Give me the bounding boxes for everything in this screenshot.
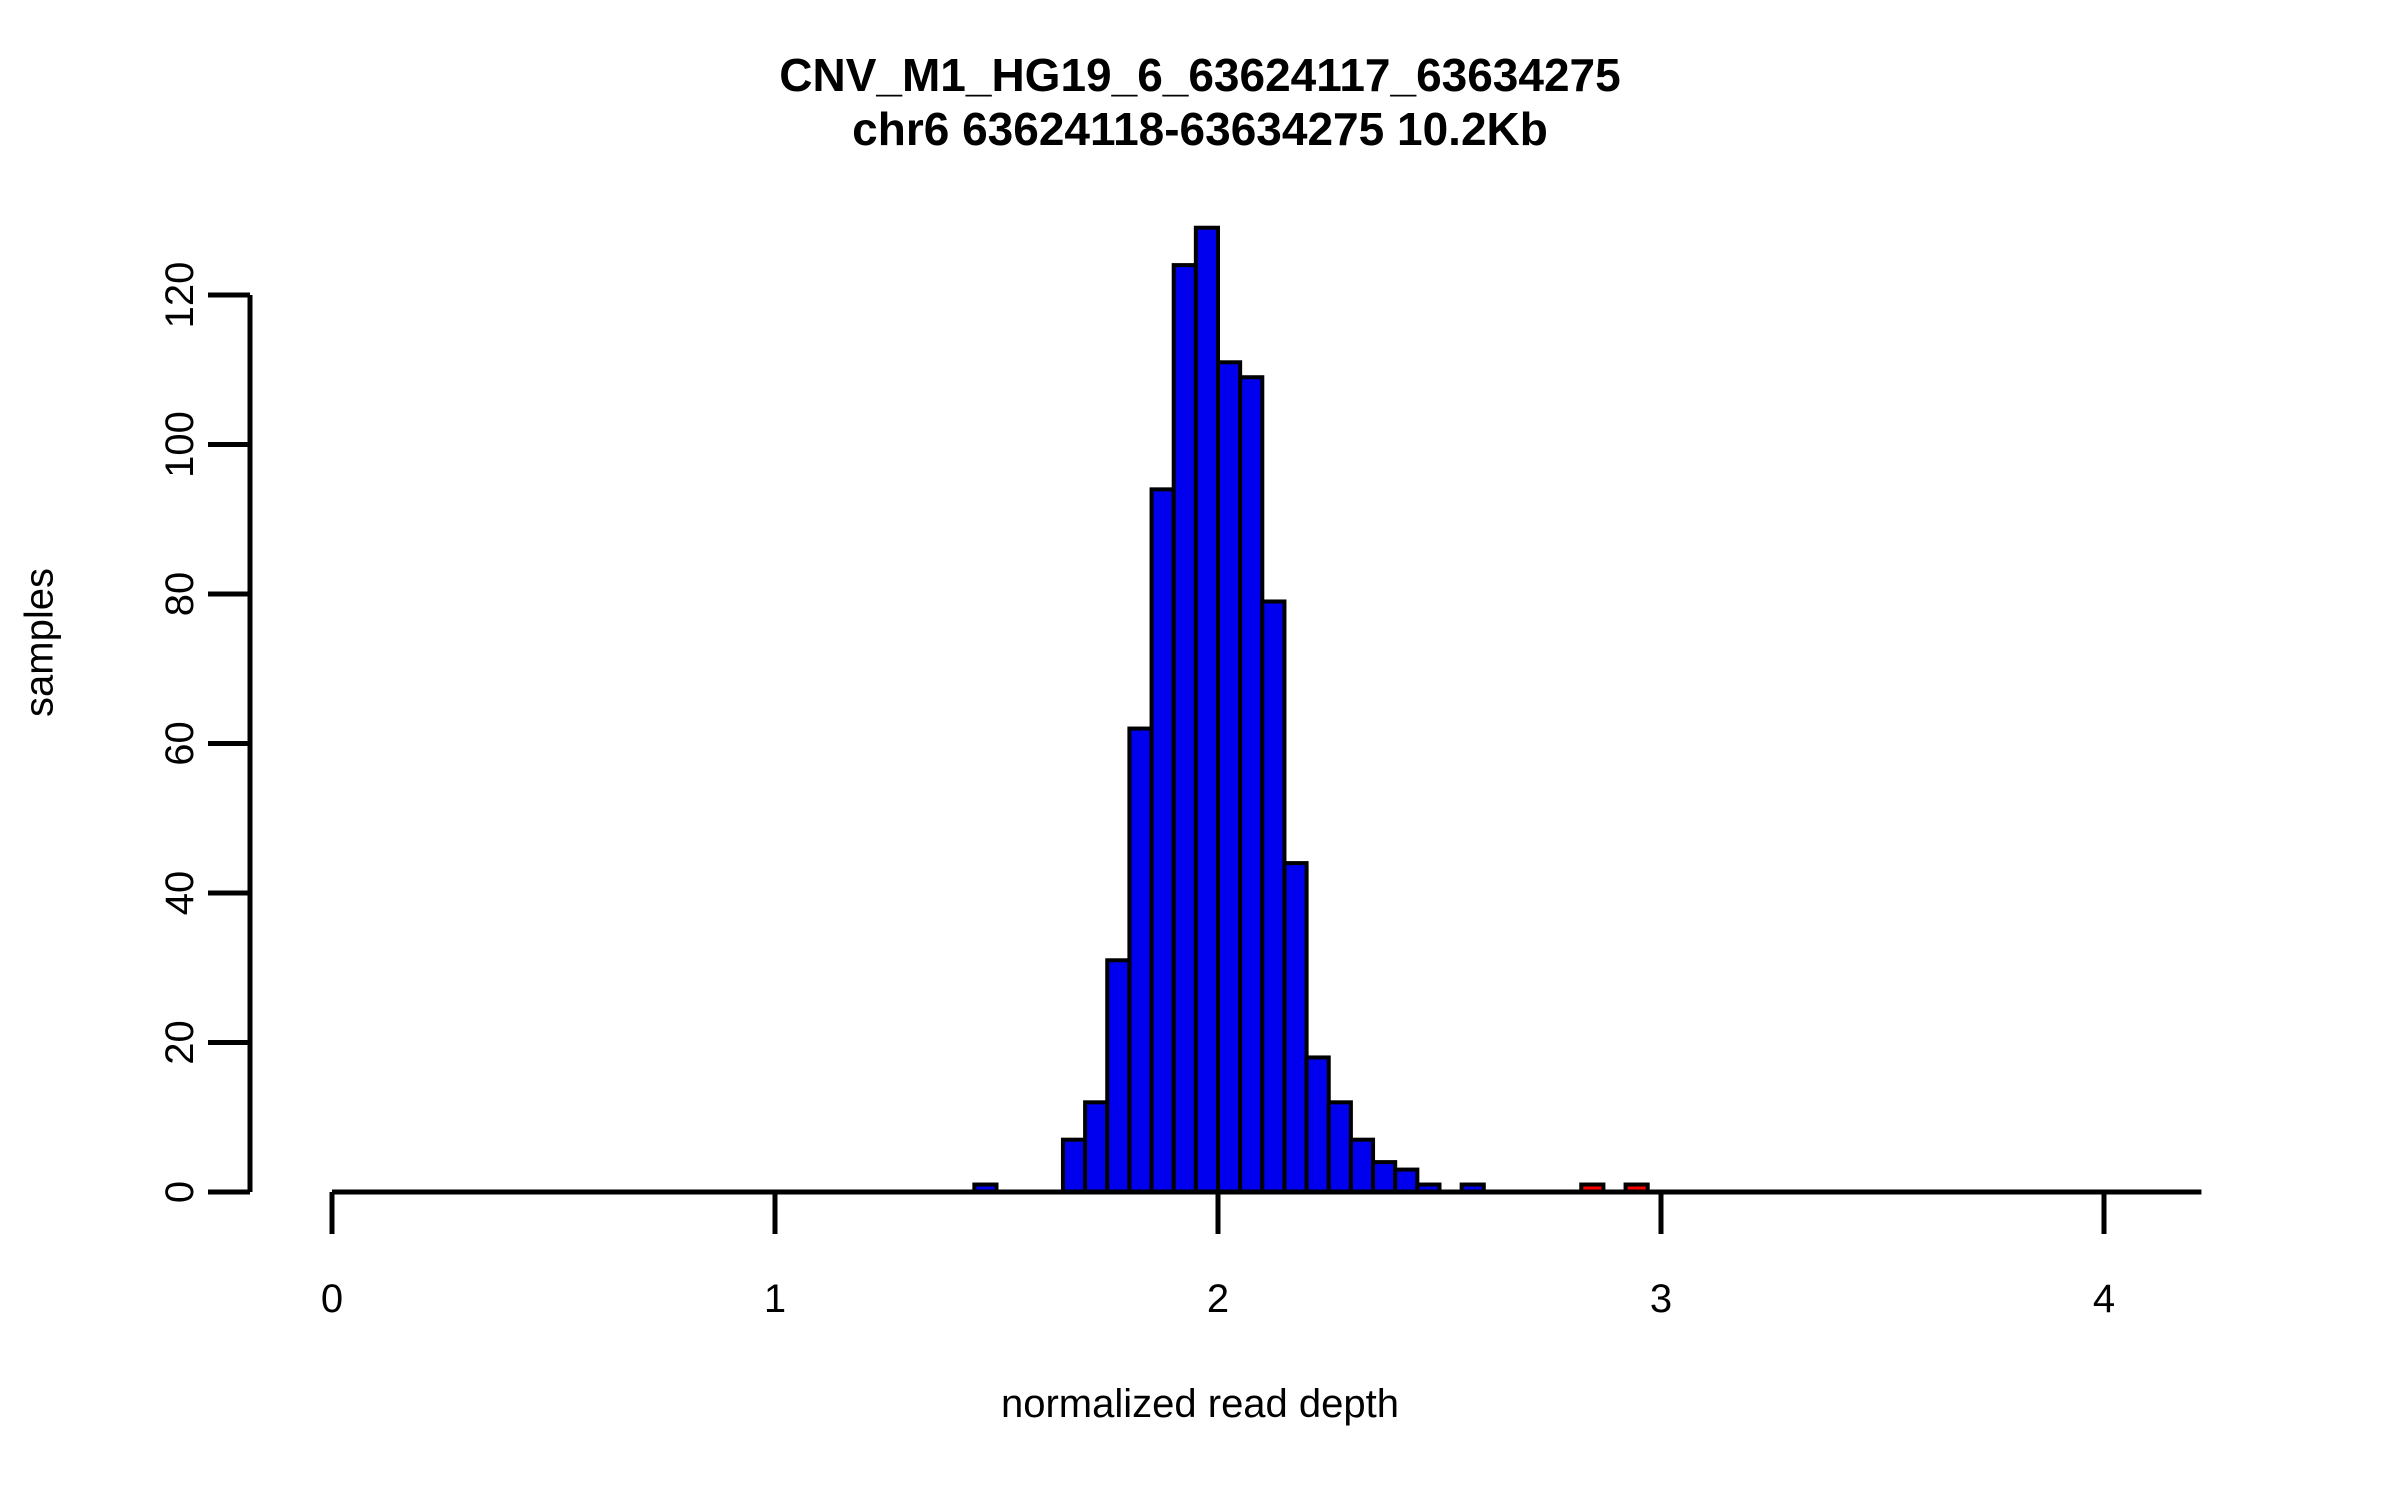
title-line-1: CNV_M1_HG19_6_63624117_63634275 bbox=[779, 49, 1621, 101]
histogram-bar bbox=[1060, 1137, 1088, 1195]
histogram-bar bbox=[1083, 1100, 1110, 1195]
histogram-bar bbox=[1371, 1160, 1398, 1194]
title-line-2: chr6 63624118-63634275 10.2Kb bbox=[852, 103, 1548, 156]
bars-layer bbox=[972, 225, 1650, 1195]
histogram-bar bbox=[1348, 1137, 1376, 1195]
histogram-bar bbox=[1326, 1100, 1353, 1195]
histogram-bar bbox=[1216, 360, 1243, 1194]
y-axis-tick-label: 20 bbox=[158, 1020, 202, 1065]
histogram-bar bbox=[1238, 375, 1265, 1195]
histogram-bar bbox=[1304, 1055, 1331, 1194]
histogram-bar bbox=[1193, 225, 1220, 1195]
y-axis-tick-label: 60 bbox=[158, 721, 202, 766]
histogram-bar bbox=[1260, 599, 1287, 1194]
y-axis-tick-label: 40 bbox=[158, 871, 202, 916]
histogram-bar bbox=[1105, 958, 1132, 1195]
y-axis-tick-label: 120 bbox=[158, 262, 202, 329]
x-axis-tick-label: 2 bbox=[1207, 1277, 1229, 1321]
y-axis-tick-label: 100 bbox=[158, 411, 202, 478]
histogram-bar bbox=[1149, 487, 1176, 1195]
histogram-bar bbox=[1393, 1167, 1420, 1194]
x-axis-tick-label: 1 bbox=[764, 1277, 786, 1321]
x-axis-tick-label: 0 bbox=[321, 1277, 343, 1321]
x-axis-tick-label: 3 bbox=[1650, 1277, 1672, 1321]
x-axis-label: normalized read depth bbox=[1000, 1382, 1400, 1426]
x-axis-tick-label: 4 bbox=[2093, 1277, 2115, 1321]
histogram-bar bbox=[1127, 726, 1154, 1194]
y-axis-tick-label: 0 bbox=[158, 1181, 202, 1203]
histogram-bar bbox=[1282, 861, 1309, 1194]
histogram-bar bbox=[1171, 263, 1198, 1195]
page-title: CNV_M1_HG19_6_63624117_63634275 chr6 636… bbox=[0, 48, 2400, 157]
y-axis-tick-label: 80 bbox=[158, 572, 202, 617]
